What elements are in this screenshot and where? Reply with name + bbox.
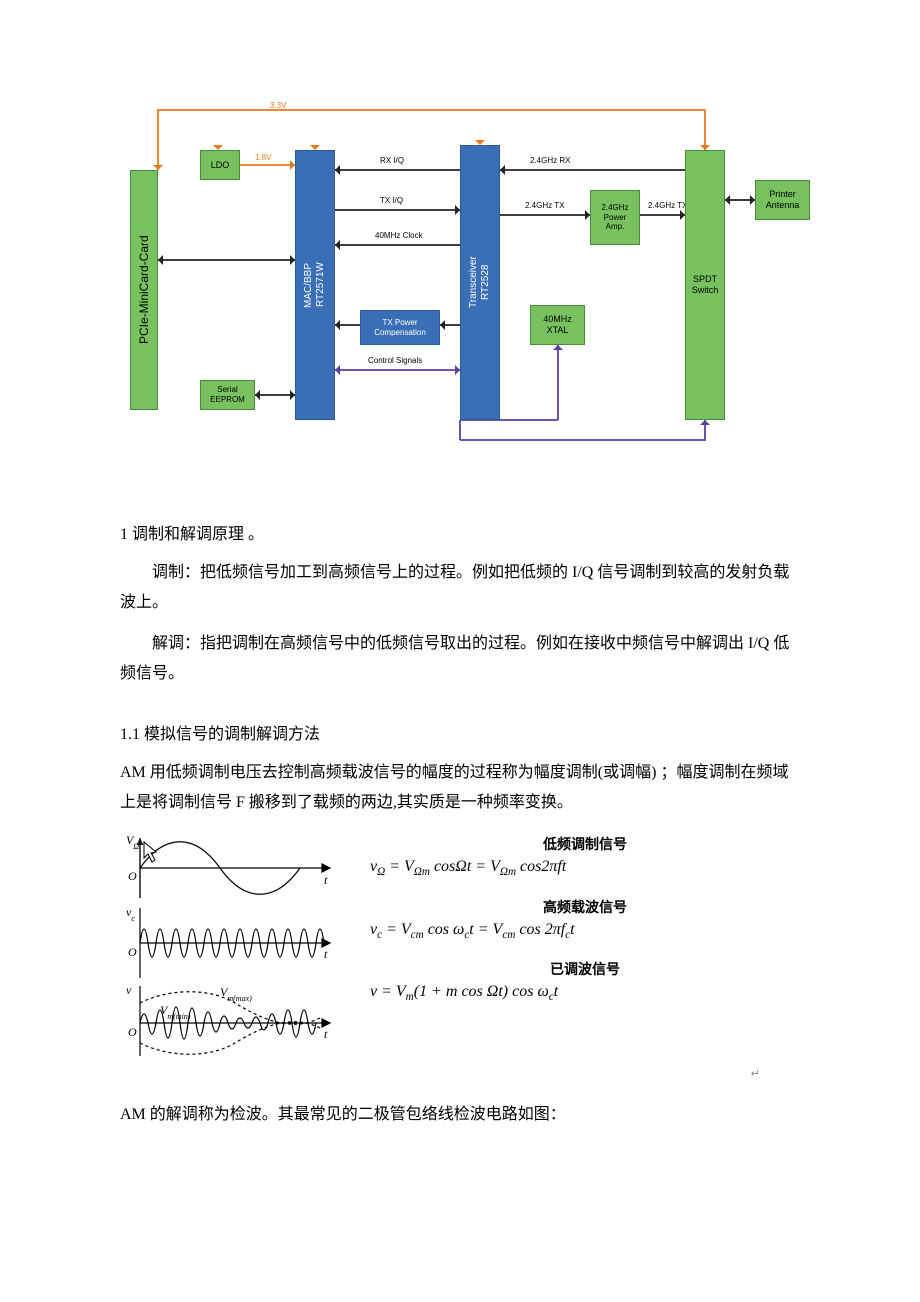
svg-text:3.3V: 3.3V: [270, 101, 287, 110]
node-ldo: LDO: [200, 150, 240, 180]
svg-text:40MHz Clock: 40MHz Clock: [375, 231, 424, 240]
svg-text:2.4GHz TX: 2.4GHz TX: [648, 201, 688, 210]
paragraph-modulation: 调制：把低频信号加工到高频信号上的过程。例如把低频的 I/Q 信号调制到较高的发…: [120, 558, 800, 619]
am-figure-row: VΩ O t vc O t v O t Vm(max) Vm(min) 低频调制…: [120, 828, 800, 1063]
node-spdt: SPDT Switch: [685, 150, 725, 420]
svg-text:RX I/Q: RX I/Q: [380, 156, 404, 165]
eq2-label: 高频载波信号: [370, 897, 800, 917]
node-xtal: 40MHz XTAL: [530, 305, 585, 345]
node-ant: Printer Antenna: [755, 180, 810, 220]
eq3-label: 已调波信号: [370, 959, 800, 979]
svg-text:2.4GHz RX: 2.4GHz RX: [530, 156, 571, 165]
svg-text:O: O: [128, 945, 137, 959]
svg-text:TX I/Q: TX I/Q: [380, 196, 403, 205]
rf-block-diagram: 3.3V 1.8V RX I/Q TX I/Q 40MHz Clock Control S…: [120, 100, 820, 460]
eq1: vΩ = VΩm cosΩt = VΩm cos2πft: [370, 858, 800, 878]
node-txpc: TX Power Compensation: [360, 310, 440, 345]
node-pcie: PCIe-MiniCard-Card: [130, 170, 158, 410]
svg-text:2.4GHz TX: 2.4GHz TX: [525, 201, 565, 210]
svg-text:Vm(min): Vm(min): [160, 1003, 191, 1021]
node-mac: MAC/BBP RT2571W: [295, 150, 335, 420]
node-eeprom: Serial EEPROM: [200, 380, 255, 410]
am-equations: 低频调制信号 vΩ = VΩm cosΩt = VΩm cos2πft 高频载波…: [370, 828, 800, 1021]
eq3: v = Vm(1 + m cos Ωt) cos ωct: [370, 983, 800, 1003]
svg-text:O: O: [128, 869, 137, 883]
section-1-1-title: 1.1 模拟信号的调制解调方法: [120, 720, 800, 744]
svg-text:t: t: [324, 873, 328, 887]
svg-text:t: t: [324, 947, 328, 961]
return-marker: ↵: [120, 1067, 800, 1080]
svg-text:VΩ: VΩ: [126, 833, 139, 851]
svg-text:O: O: [128, 1025, 137, 1039]
eq1-label: 低频调制信号: [370, 834, 800, 854]
paragraph-detector: AM 的解调称为检波。其最常见的二极管包络线检波电路如图：: [120, 1100, 800, 1130]
svg-text:v: v: [126, 983, 132, 997]
paragraph-am: AM 用低频调制电压去控制高频载波信号的幅度的过程称为幅度调制(或调幅) ；幅度…: [120, 758, 800, 819]
svg-text:vc: vc: [126, 905, 135, 923]
svg-text:t: t: [324, 1027, 328, 1041]
node-pa: 2.4GHz Power Amp.: [590, 190, 640, 245]
section-1-title: 1 调制和解调原理 。: [120, 520, 800, 544]
am-waveforms: VΩ O t vc O t v O t Vm(max) Vm(min): [120, 828, 350, 1063]
svg-text:Vm(max): Vm(max): [220, 985, 252, 1003]
eq2: vc = Vcm cos ωct = Vcm cos 2πfct: [370, 921, 800, 941]
paragraph-demodulation: 解调：指把调制在高频信号中的低频信号取出的过程。例如在接收中频信号中解调出 I/…: [120, 629, 800, 690]
node-trx: Transceiver RT2528: [460, 145, 500, 420]
svg-text:Control Signals: Control Signals: [368, 356, 422, 365]
svg-text:1.8V: 1.8V: [255, 153, 272, 162]
